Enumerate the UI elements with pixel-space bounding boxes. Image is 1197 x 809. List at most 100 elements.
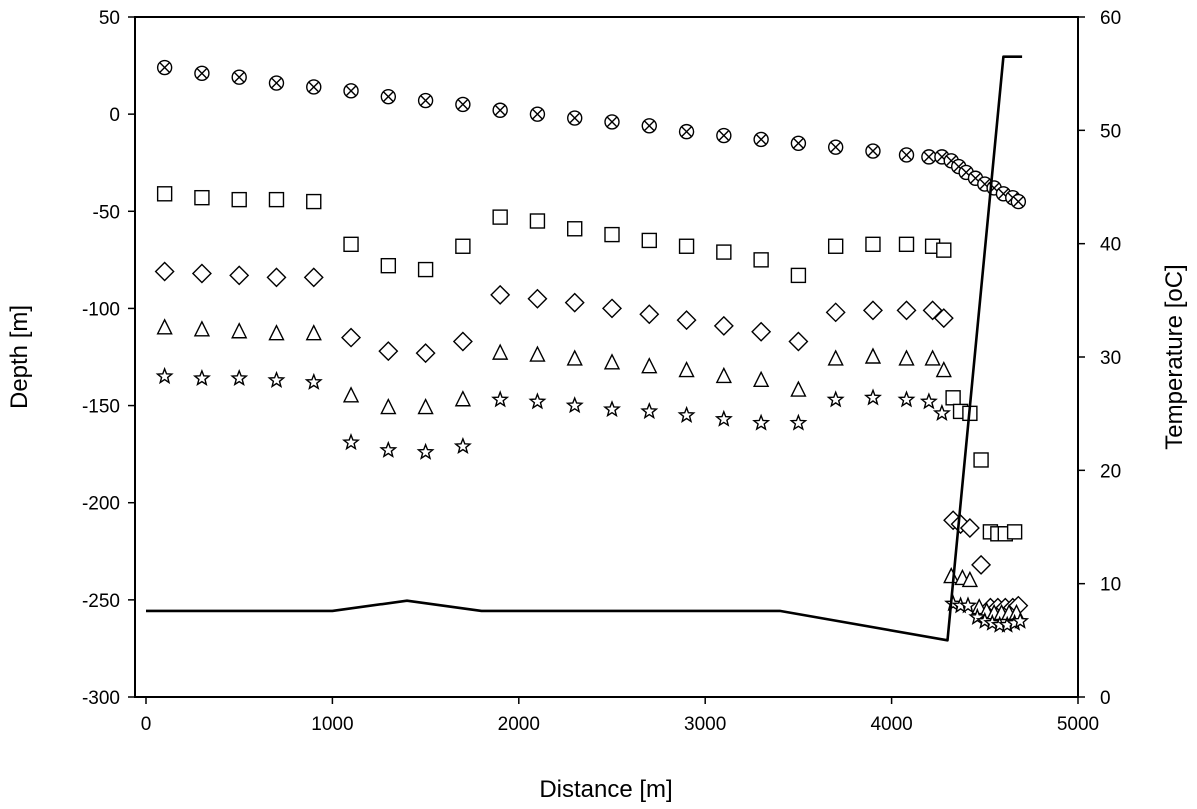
star-point [752,413,771,431]
circle-x-point [455,96,471,113]
triangle-point [342,386,360,403]
y-axis-left: -300 -250 -200 -150 -100 -50 0 50 [82,8,135,709]
triangle-point [417,397,434,415]
x-axis: 0 1000 2000 3000 4000 5000 [141,697,1099,735]
triangle-point [827,349,844,366]
square-point [604,226,620,243]
square-point [156,186,173,202]
diamond-point [452,331,473,352]
star-point [932,403,951,422]
star-point [959,596,978,614]
diamond-point [303,267,324,288]
star-point [789,413,808,431]
diamond-point [639,304,660,325]
diamond-point [564,292,585,313]
triangle-point [641,357,658,374]
triangle-point [156,318,173,335]
triangle-point [752,370,770,388]
star-point [379,440,398,458]
circle-x-point [827,139,844,155]
star-point [897,390,916,408]
square-point [194,189,210,206]
y-tick-label: -300 [82,688,120,709]
triangle-point [231,322,248,339]
square-point [268,191,285,208]
circle-x-point [156,59,173,76]
series-diamond [154,261,1029,618]
y-axis-title: Depth [m] [6,305,33,409]
square-point [898,236,915,253]
square-point [380,257,397,274]
triangle-point [935,361,952,378]
diamond-point [378,341,399,362]
star-point [826,390,845,408]
triangle-point [678,361,695,378]
y-tick-label: 50 [99,8,120,29]
x-tick-label: 4000 [870,714,912,735]
series-square [156,186,1023,542]
y2-tick-label: 50 [1100,121,1121,142]
square-point [1006,524,1023,540]
circle-x-point [898,147,915,163]
y-tick-label: 0 [109,105,120,126]
y2-tick-label: 40 [1100,235,1121,256]
triangle-point [961,570,979,588]
star-point [230,368,249,386]
triangle-point [380,397,397,415]
y-tick-label: -200 [82,494,120,515]
diamond-point [959,517,980,538]
x-tick-label: 0 [141,714,152,735]
square-point [716,244,732,260]
triangle-point [898,349,915,366]
y2-tick-label: 30 [1100,348,1121,369]
diamond-point [713,315,734,336]
triangle-point [603,353,621,370]
star-point [565,396,584,414]
star-point [640,401,659,420]
circle-x-point [492,102,508,118]
square-point [973,452,989,468]
series-star [155,366,1030,633]
x-axis-title: Distance [m] [539,776,672,803]
square-point [753,252,769,268]
circle-x-point [306,79,322,95]
star-point [919,392,938,410]
square-point [417,261,434,278]
circle-x-point [753,131,769,148]
x-tick-label: 5000 [1057,714,1099,735]
star-point [155,366,174,385]
star-point [453,436,472,454]
circle-x-point [790,135,807,151]
triangle-point [529,345,546,362]
triangle-point [193,320,211,337]
star-point [491,390,510,408]
circle-x-point [716,127,732,144]
square-point [827,238,844,254]
x-tick-label: 1000 [311,714,353,735]
star-point [863,388,882,406]
circle-x-point [343,83,359,99]
series-layer [146,55,1030,642]
star-point [342,433,361,451]
triangle-point [924,349,941,366]
circle-x-point [268,75,285,91]
triangle-point [268,324,285,341]
triangle-point [305,324,322,341]
y-axis-right: 0 10 20 30 40 50 60 [1078,8,1121,709]
star-point [192,368,211,386]
diamond-point [415,343,436,364]
diamond-point [862,300,883,321]
circle-x-point [417,92,434,109]
diamond-point [751,321,772,342]
star-point [677,405,696,424]
square-point [945,390,961,406]
square-point [492,209,508,225]
circle-x-point [604,114,620,130]
diamond-point [527,288,548,309]
diamond-point [933,308,954,329]
diamond-point [154,261,175,282]
star-point [528,392,547,410]
y2-tick-label: 0 [1100,688,1111,709]
diamond-point [490,284,511,305]
star-point [416,442,435,460]
